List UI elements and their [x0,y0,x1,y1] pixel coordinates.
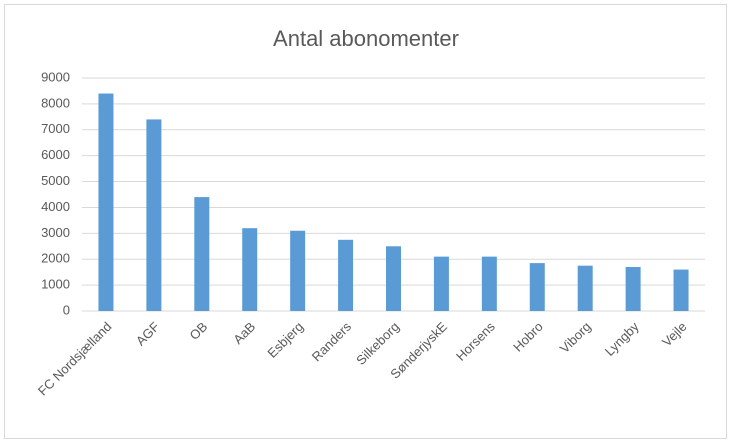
bar [146,119,162,311]
bar [242,228,258,311]
bar [386,246,401,311]
bar [433,256,449,311]
y-tick-label: 3000 [41,225,70,240]
y-tick-label: 5000 [41,173,70,188]
bar [625,266,641,311]
y-tick-label: 2000 [41,251,70,266]
y-tick-label: 4000 [41,199,70,214]
y-tick-label: 7000 [41,121,70,136]
y-tick-label: 6000 [41,147,70,162]
y-tick-label: 9000 [41,69,70,84]
y-tick-label: 8000 [41,95,70,110]
bar [98,93,114,312]
bar [481,256,497,311]
bar [577,265,593,311]
bar [529,263,545,311]
chart-border [4,4,727,439]
bar [290,230,306,311]
y-tick-label: 0 [63,302,70,317]
chart-title: Antal abonomenter [273,26,459,51]
bar [673,269,689,311]
bar [338,239,354,311]
y-tick-label: 1000 [41,277,70,292]
bar [194,197,210,311]
